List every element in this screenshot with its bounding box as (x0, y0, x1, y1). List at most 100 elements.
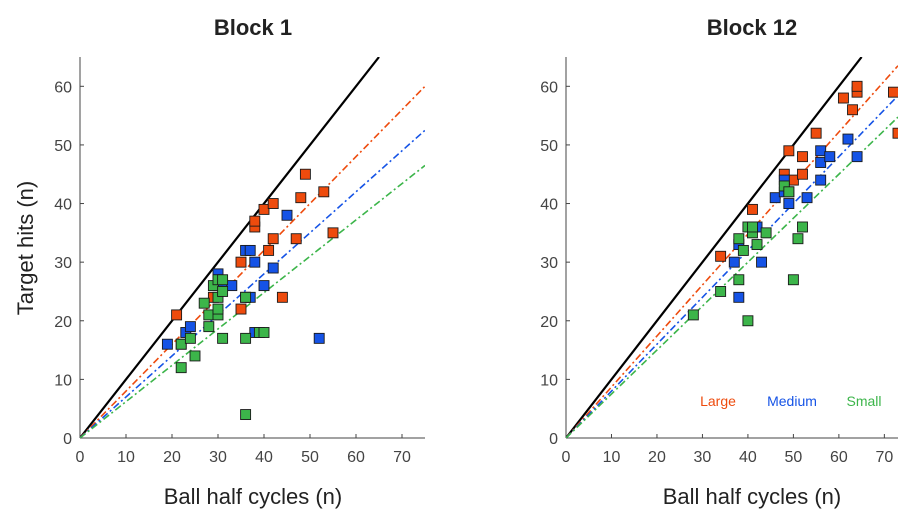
data-point-medium (756, 256, 768, 268)
data-point-large (892, 127, 898, 139)
x-tick-label: 0 (76, 449, 85, 466)
x-tick-label: 50 (301, 449, 319, 466)
x-tick-label: 20 (648, 449, 666, 466)
data-point-small (189, 350, 201, 362)
data-point-medium (815, 157, 827, 168)
data-point-medium (851, 151, 863, 163)
data-point-medium (842, 133, 854, 145)
data-point-medium (249, 256, 261, 268)
x-tick-label: 60 (347, 449, 365, 466)
y-axis-label: Target hits (n) (13, 181, 38, 316)
data-point-large (747, 203, 758, 215)
data-point-large (267, 198, 279, 209)
data-point-large (847, 104, 858, 116)
x-tick-label: 20 (163, 449, 181, 466)
data-point-small (258, 327, 270, 338)
fit-line-large (566, 65, 898, 438)
scatter-plot-block-1: 0 10 20 30 40 50 60 70 0 10 20 30 40 50 60 (54, 57, 425, 466)
data-point-large (258, 203, 270, 215)
legend-label-large: Large (700, 393, 736, 409)
data-point-small (737, 244, 749, 256)
x-tick-label: 30 (694, 449, 712, 466)
y-tick-label: 10 (54, 372, 72, 389)
data-point-medium (801, 192, 813, 204)
data-point-large (267, 233, 279, 245)
data-point-large (290, 233, 302, 245)
identity-line (80, 57, 380, 438)
data-point-large (787, 174, 799, 186)
data-point-small (760, 227, 772, 239)
data-point-medium (815, 174, 827, 186)
data-point-medium (161, 338, 173, 350)
x-tick-label: 70 (393, 449, 411, 466)
data-point-small (217, 274, 229, 286)
data-point-small (212, 303, 224, 315)
x-tick-label: 60 (830, 449, 848, 466)
plot-area (80, 57, 425, 438)
data-point-medium (824, 151, 836, 163)
data-point-medium (258, 280, 270, 292)
data-point-small (742, 315, 754, 327)
x-tick-label: 70 (875, 449, 893, 466)
chart-title-block-12: Block 12 (707, 15, 798, 40)
y-tick-label: 20 (540, 314, 558, 331)
legend-label-medium: Medium (767, 393, 817, 409)
x-tick-label: 40 (255, 449, 273, 466)
data-point-large (327, 227, 339, 239)
data-point-medium (815, 145, 827, 157)
data-point-small (175, 338, 187, 350)
x-tick-label: 10 (117, 449, 135, 466)
plot-area (566, 57, 898, 438)
data-point-small (787, 274, 799, 286)
data-point-small (733, 233, 745, 245)
data-point-small (797, 221, 808, 233)
x-tick-label: 0 (562, 449, 571, 466)
data-point-medium (244, 244, 256, 256)
data-point-small (747, 221, 758, 233)
data-point-small (687, 309, 699, 321)
data-point-medium (769, 192, 781, 204)
data-point-large (783, 145, 795, 157)
x-axis-label-block-1: Ball half cycles (n) (164, 484, 343, 509)
data-point-small (184, 332, 196, 344)
data-point-small (240, 291, 252, 303)
data-point-small (198, 297, 210, 309)
y-tick-label: 0 (549, 431, 558, 448)
data-point-large (851, 80, 863, 92)
x-axis-label-block-12: Ball half cycles (n) (663, 484, 842, 509)
y-tick-label: 60 (54, 79, 72, 96)
y-tick-label: 60 (540, 79, 558, 96)
data-point-large (797, 168, 808, 180)
chart-title-block-1: Block 1 (214, 15, 292, 40)
data-point-medium (281, 209, 293, 221)
fit-line-medium (566, 95, 898, 438)
data-point-small (217, 286, 229, 297)
y-tick-label: 30 (54, 255, 72, 272)
data-point-medium (226, 280, 238, 292)
data-point-large (249, 215, 261, 227)
y-tick-label: 20 (54, 314, 72, 331)
y-tick-label: 30 (540, 255, 558, 272)
y-tick-label: 40 (54, 197, 72, 214)
identity-line (566, 57, 863, 438)
data-point-small (240, 409, 252, 421)
y-tick-label: 40 (540, 197, 558, 214)
fit-line-medium (80, 129, 425, 438)
x-tick-label: 50 (784, 449, 802, 466)
x-tick-label: 40 (739, 449, 757, 466)
x-tick-label: 30 (209, 449, 227, 466)
data-point-large (171, 309, 183, 321)
data-point-medium (184, 321, 196, 333)
data-point-small (240, 332, 252, 344)
y-tick-label: 0 (63, 431, 72, 448)
fit-line-small (566, 116, 898, 438)
data-point-large (797, 151, 808, 163)
fit-line-small (80, 164, 425, 438)
data-point-small (715, 286, 727, 297)
data-point-small (751, 239, 763, 251)
data-point-small (203, 309, 215, 321)
data-point-medium (313, 332, 325, 344)
data-point-medium (728, 256, 740, 268)
data-point-large (263, 244, 275, 256)
